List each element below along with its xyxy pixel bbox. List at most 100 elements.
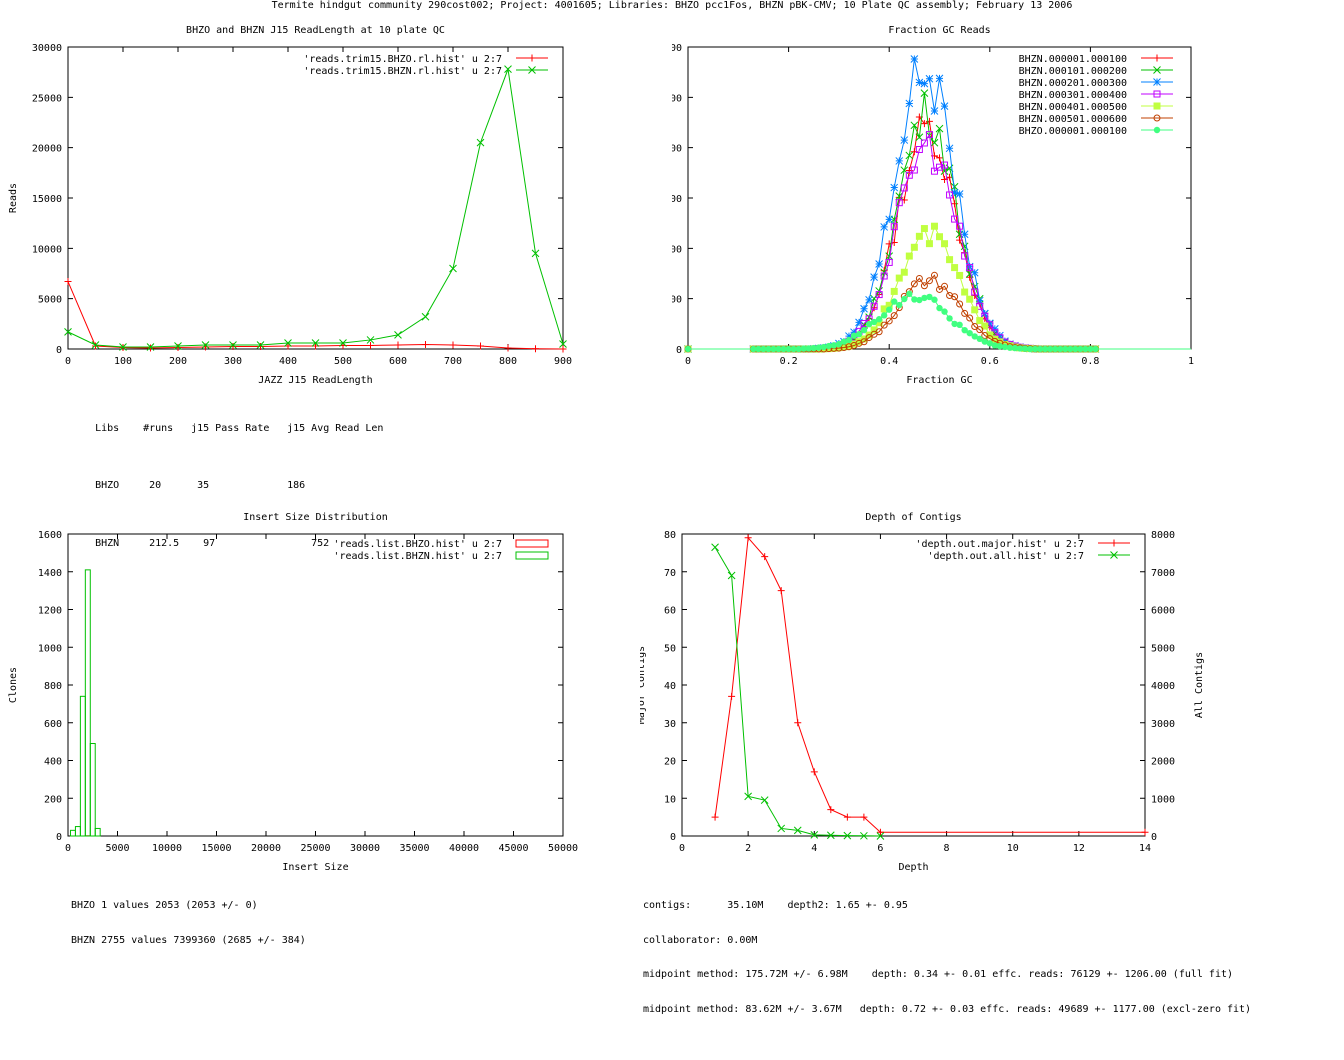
y-tick-label: 0 bbox=[676, 345, 682, 356]
plot-border bbox=[67, 533, 564, 837]
data-point bbox=[920, 139, 928, 147]
data-point bbox=[421, 312, 430, 321]
data-point bbox=[920, 282, 928, 290]
data-point bbox=[941, 161, 949, 169]
y-tick-label: 15000 bbox=[32, 194, 62, 205]
series-line bbox=[688, 293, 1191, 350]
x-tick-label: 800 bbox=[499, 356, 517, 367]
y-tick-label: 10 bbox=[664, 794, 676, 805]
x-tick-label: 14 bbox=[1139, 843, 1151, 854]
data-point bbox=[477, 342, 484, 350]
info-cell: 186 bbox=[287, 480, 306, 491]
data-point bbox=[951, 264, 959, 272]
data-point bbox=[975, 296, 984, 305]
data-point bbox=[930, 107, 939, 115]
y-tick-label: 100 bbox=[672, 295, 682, 306]
y2-tick-label: 2000 bbox=[1151, 757, 1175, 768]
legend-marker bbox=[1153, 114, 1161, 122]
data-point bbox=[915, 232, 923, 240]
data-point bbox=[951, 215, 959, 223]
legend-marker bbox=[528, 66, 536, 74]
data-point bbox=[800, 345, 807, 352]
legend-marker bbox=[1153, 126, 1161, 134]
series-line bbox=[688, 115, 1191, 350]
data-point bbox=[559, 345, 567, 353]
data-point bbox=[966, 264, 974, 272]
info-cell: 97 bbox=[203, 537, 216, 549]
data-point bbox=[1001, 343, 1009, 351]
x-tick-label: 5000 bbox=[105, 843, 129, 854]
x-axis-label: JAZZ J15 ReadLength bbox=[258, 375, 372, 386]
data-point bbox=[91, 341, 100, 349]
data-point bbox=[970, 268, 979, 277]
data-point bbox=[965, 270, 974, 278]
data-point bbox=[945, 144, 954, 153]
data-point bbox=[955, 190, 964, 198]
data-point bbox=[504, 344, 512, 352]
data-point bbox=[891, 298, 898, 305]
data-point bbox=[843, 831, 852, 840]
data-point bbox=[956, 300, 964, 308]
data-point bbox=[976, 317, 984, 325]
data-point bbox=[936, 304, 943, 312]
data-point bbox=[284, 339, 292, 347]
x-tick-label: 0.8 bbox=[1081, 356, 1099, 367]
y-tick-label: 40 bbox=[664, 681, 676, 692]
data-point bbox=[777, 824, 786, 833]
legend-label: 'reads.trim15.BHZO.rl.hist' u 2:7 bbox=[303, 54, 502, 65]
legend: 'reads.trim15.BHZO.rl.hist' u 2:7'reads.… bbox=[303, 54, 548, 77]
data-point bbox=[870, 302, 878, 310]
data-point bbox=[966, 314, 974, 322]
data-point bbox=[727, 571, 736, 580]
data-point bbox=[890, 223, 898, 231]
data-point bbox=[885, 317, 893, 325]
series-line bbox=[714, 546, 881, 837]
data-point bbox=[920, 89, 929, 97]
y-tick-label: 1600 bbox=[38, 530, 62, 541]
y-tick-label: 800 bbox=[44, 681, 62, 692]
y2-tick-label: 4000 bbox=[1151, 681, 1175, 692]
depth-info-line: midpoint method: 175.72M +/- 6.98M depth… bbox=[643, 969, 1234, 980]
y2-tick-label: 3000 bbox=[1151, 719, 1175, 730]
data-point bbox=[1031, 345, 1039, 353]
data-point bbox=[875, 287, 883, 295]
data-point bbox=[961, 326, 968, 334]
data-point bbox=[865, 320, 873, 328]
data-point bbox=[931, 296, 938, 303]
data-point bbox=[981, 338, 988, 345]
data-point bbox=[971, 306, 979, 314]
data-point bbox=[890, 312, 898, 320]
data-point bbox=[760, 796, 769, 804]
y-tick-label: 10000 bbox=[32, 244, 62, 255]
data-point bbox=[339, 339, 347, 347]
x-tick-label: 0 bbox=[679, 843, 685, 854]
data-point bbox=[1077, 345, 1084, 353]
bar bbox=[94, 827, 101, 837]
data-point bbox=[1082, 345, 1089, 353]
data-point bbox=[311, 339, 320, 347]
data-point bbox=[728, 692, 736, 700]
data-point bbox=[229, 341, 237, 349]
y2-tick-label: 0 bbox=[1151, 832, 1157, 843]
bar bbox=[89, 743, 96, 837]
chart-title: Fraction GC Reads bbox=[888, 25, 990, 36]
data-point bbox=[875, 319, 883, 327]
x-tick-label: 45000 bbox=[498, 843, 528, 854]
chart-depth: 0 2 4 6 8 10 12 1401020304050607080010002000300… bbox=[640, 512, 1205, 873]
legend-marker bbox=[1153, 66, 1161, 74]
data-point bbox=[1062, 345, 1069, 353]
data-point bbox=[744, 792, 752, 801]
legend-marker bbox=[1153, 54, 1161, 62]
data-point bbox=[843, 813, 851, 821]
x-tick-label: 20000 bbox=[251, 843, 281, 854]
data-point bbox=[936, 233, 943, 241]
y-axis-label: Major Contigs bbox=[640, 646, 647, 724]
bar bbox=[74, 826, 81, 837]
data-point bbox=[925, 131, 933, 139]
data-point bbox=[875, 291, 883, 299]
x-tick-label: 4 bbox=[811, 843, 817, 854]
data-point bbox=[900, 184, 908, 192]
data-point bbox=[449, 264, 457, 273]
data-point bbox=[146, 343, 155, 351]
data-point bbox=[850, 328, 858, 337]
